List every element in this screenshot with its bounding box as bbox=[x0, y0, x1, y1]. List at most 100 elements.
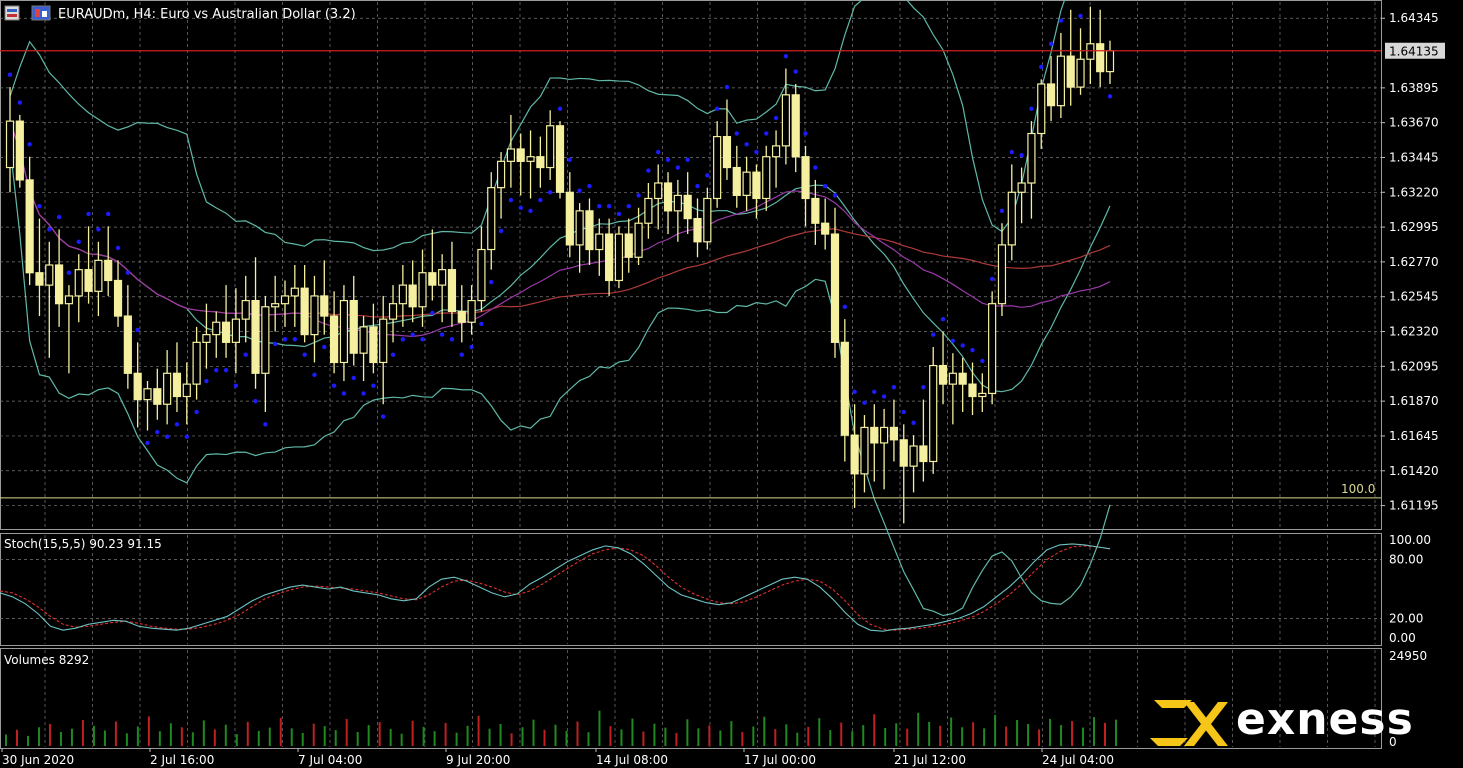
candle-body[interactable] bbox=[428, 272, 437, 286]
candle-body[interactable] bbox=[310, 295, 319, 336]
stochastic-panel[interactable]: 100.00 80.00 20.00 0.00 bbox=[0, 533, 1431, 645]
candle-body[interactable] bbox=[379, 318, 388, 364]
candle-body[interactable] bbox=[703, 197, 712, 243]
candle-body[interactable] bbox=[899, 439, 908, 467]
candle-body[interactable] bbox=[850, 434, 859, 475]
candle-body[interactable] bbox=[929, 364, 938, 463]
candle-body[interactable] bbox=[870, 426, 879, 444]
candle-body[interactable] bbox=[1027, 132, 1036, 184]
candle-body[interactable] bbox=[271, 303, 280, 308]
candle-body[interactable] bbox=[339, 299, 349, 364]
candle-body[interactable] bbox=[1105, 50, 1115, 73]
candle-body[interactable] bbox=[477, 248, 486, 302]
candle-body[interactable] bbox=[536, 156, 545, 169]
candle-body[interactable] bbox=[919, 445, 928, 463]
candle-body[interactable] bbox=[742, 171, 751, 196]
candle-body[interactable] bbox=[526, 156, 535, 162]
candle-body[interactable] bbox=[938, 364, 948, 385]
candle-body[interactable] bbox=[330, 315, 339, 364]
candle-body[interactable] bbox=[565, 191, 574, 246]
candle-body[interactable] bbox=[280, 295, 290, 305]
candle-body[interactable] bbox=[880, 426, 889, 444]
horizontal-levels[interactable]: 1.64135 100.0 bbox=[0, 42, 1445, 499]
candle-body[interactable] bbox=[644, 197, 653, 224]
candle-body[interactable] bbox=[261, 306, 270, 374]
candle-body[interactable] bbox=[457, 310, 466, 323]
candle-body[interactable] bbox=[15, 120, 24, 181]
candle-body[interactable] bbox=[212, 321, 221, 336]
candle-body[interactable] bbox=[1086, 43, 1095, 60]
candle-body[interactable] bbox=[575, 210, 584, 246]
candle-body[interactable] bbox=[752, 171, 761, 200]
candle-body[interactable] bbox=[546, 125, 555, 169]
candle-body[interactable] bbox=[359, 326, 368, 354]
candle-body[interactable] bbox=[55, 264, 64, 305]
candle-body[interactable] bbox=[722, 135, 732, 169]
candle-body[interactable] bbox=[585, 210, 594, 251]
candle-body[interactable] bbox=[1007, 191, 1016, 246]
candle-body[interactable] bbox=[251, 299, 260, 374]
candle-body[interactable] bbox=[958, 372, 967, 385]
candle-body[interactable] bbox=[683, 194, 692, 220]
candle-body[interactable] bbox=[241, 299, 250, 320]
candle-body[interactable] bbox=[654, 182, 663, 200]
candle-body[interactable] bbox=[25, 179, 34, 274]
candle-body[interactable] bbox=[1037, 83, 1046, 135]
candle-body[interactable] bbox=[45, 264, 54, 286]
candle-body[interactable] bbox=[771, 145, 781, 158]
candle-body[interactable] bbox=[781, 94, 790, 147]
candle-body[interactable] bbox=[1076, 58, 1085, 88]
candle-body[interactable] bbox=[801, 156, 810, 200]
candle-body[interactable] bbox=[506, 148, 515, 162]
candle-body[interactable] bbox=[74, 269, 83, 297]
candle-body[interactable] bbox=[791, 94, 800, 158]
candle-body[interactable] bbox=[811, 197, 820, 224]
candle-body[interactable] bbox=[997, 244, 1007, 305]
candle-body[interactable] bbox=[290, 287, 299, 297]
candle-body[interactable] bbox=[153, 388, 162, 405]
candle-body[interactable] bbox=[693, 217, 702, 243]
candle-body[interactable] bbox=[614, 233, 624, 282]
candle-body[interactable] bbox=[673, 194, 682, 212]
candle-body[interactable] bbox=[84, 269, 93, 292]
candle-body[interactable] bbox=[762, 156, 771, 200]
candle-body[interactable] bbox=[889, 426, 899, 441]
candle-body[interactable] bbox=[182, 383, 191, 398]
candle-body[interactable] bbox=[192, 341, 201, 385]
candle-body[interactable] bbox=[388, 303, 398, 320]
candle-body[interactable] bbox=[123, 315, 132, 374]
candle-body[interactable] bbox=[595, 233, 604, 251]
candlestick-series[interactable] bbox=[5, 6, 1115, 524]
candle-body[interactable] bbox=[830, 233, 840, 343]
candle-body[interactable] bbox=[64, 295, 74, 305]
candle-body[interactable] bbox=[978, 392, 987, 398]
volumes-panel[interactable]: 24950 0 bbox=[5, 649, 1427, 749]
candle-body[interactable] bbox=[104, 259, 113, 282]
candle-body[interactable] bbox=[860, 426, 869, 475]
candle-body[interactable] bbox=[713, 135, 722, 200]
candle-body[interactable] bbox=[172, 372, 182, 398]
candle-body[interactable] bbox=[5, 120, 15, 169]
candle-body[interactable] bbox=[467, 299, 476, 323]
candle-body[interactable] bbox=[605, 233, 614, 282]
candle-body[interactable] bbox=[163, 372, 172, 405]
candle-body[interactable] bbox=[418, 272, 427, 308]
candle-body[interactable] bbox=[1066, 55, 1075, 88]
candle-body[interactable] bbox=[349, 299, 358, 354]
candle-body[interactable] bbox=[300, 287, 309, 336]
candle-body[interactable] bbox=[516, 148, 525, 162]
candle-body[interactable] bbox=[35, 272, 44, 286]
candle-body[interactable] bbox=[438, 269, 447, 286]
candle-body[interactable] bbox=[487, 187, 496, 251]
candle-body[interactable] bbox=[231, 318, 240, 343]
candle-body[interactable] bbox=[663, 182, 673, 212]
window-list-icon[interactable] bbox=[4, 5, 20, 21]
candle-body[interactable] bbox=[496, 160, 506, 189]
candle-body[interactable] bbox=[1056, 55, 1065, 107]
candle-body[interactable] bbox=[555, 125, 565, 193]
candle-body[interactable] bbox=[94, 259, 103, 292]
candle-body[interactable] bbox=[113, 279, 123, 317]
candle-body[interactable] bbox=[968, 383, 977, 398]
candle-body[interactable] bbox=[447, 269, 457, 313]
